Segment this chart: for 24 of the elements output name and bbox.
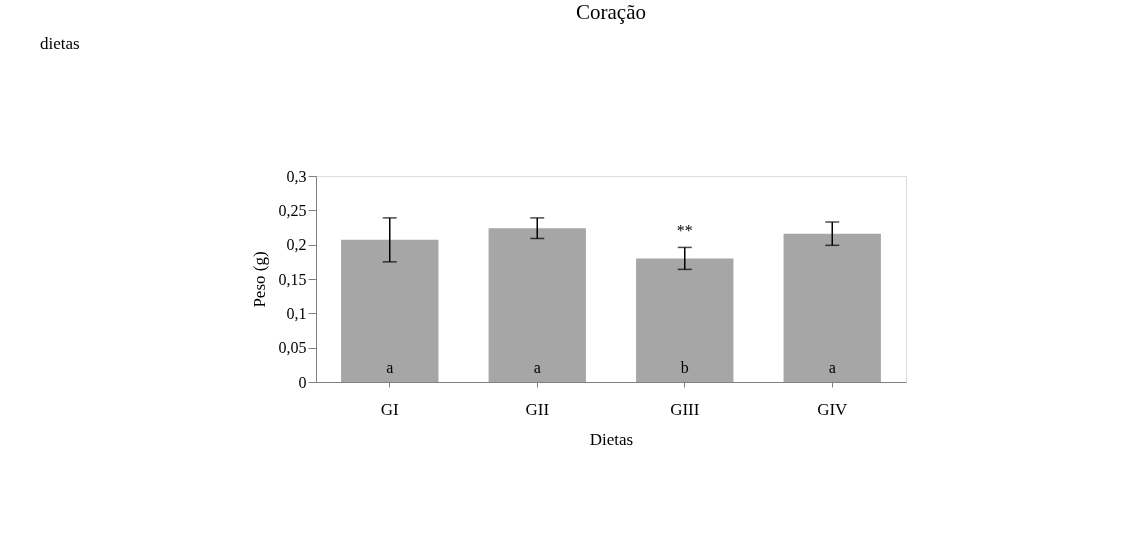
y-axis-title: Peso (g) [249,251,269,308]
y-tick-label: 0,05 [278,339,307,357]
x-tick-label: GIV [817,399,849,419]
y-tick-label: 0,3 [286,167,307,185]
bar [783,233,881,382]
bar [488,228,586,382]
annotation: a [533,359,541,376]
x-tick-label: GIII [670,399,700,419]
x-tick-label: GII [525,399,550,419]
y-tick-label: 0,25 [278,201,307,219]
annotation: a [386,359,394,376]
text: dietas [40,34,80,53]
y-tick-label: 0,15 [278,270,307,288]
y-tick-label: 0,2 [286,236,307,254]
y-tick-label: 0,1 [286,304,307,322]
x-tick-label: GI [380,399,400,419]
bar [636,258,734,382]
annotation: a [828,359,836,376]
annotation: ** [676,222,693,240]
x-axis-title: Dietas [589,429,634,449]
bar [341,239,439,382]
y-tick-label: 0 [298,373,307,391]
annotation: b [680,359,689,376]
chart-title: Coração [576,0,646,24]
